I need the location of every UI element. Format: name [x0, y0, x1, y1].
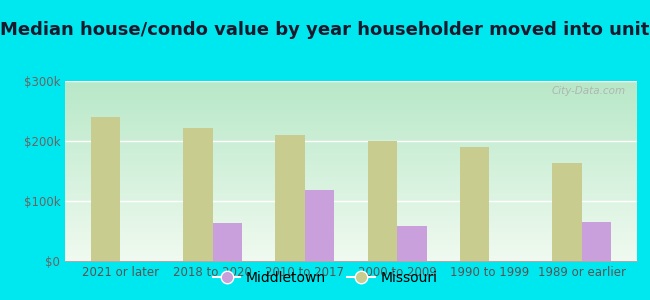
Bar: [213, 223, 242, 261]
Bar: [305, 190, 334, 261]
Bar: [91, 117, 120, 261]
Bar: [460, 147, 489, 261]
Bar: [552, 163, 582, 261]
Bar: [276, 135, 305, 261]
Bar: [183, 128, 213, 261]
Text: City-Data.com: City-Data.com: [551, 86, 625, 96]
Bar: [368, 141, 397, 261]
Text: Median house/condo value by year householder moved into unit: Median house/condo value by year househo…: [0, 21, 650, 39]
Bar: [582, 222, 611, 261]
Bar: [397, 226, 426, 261]
Legend: Middletown, Missouri: Middletown, Missouri: [207, 265, 443, 290]
